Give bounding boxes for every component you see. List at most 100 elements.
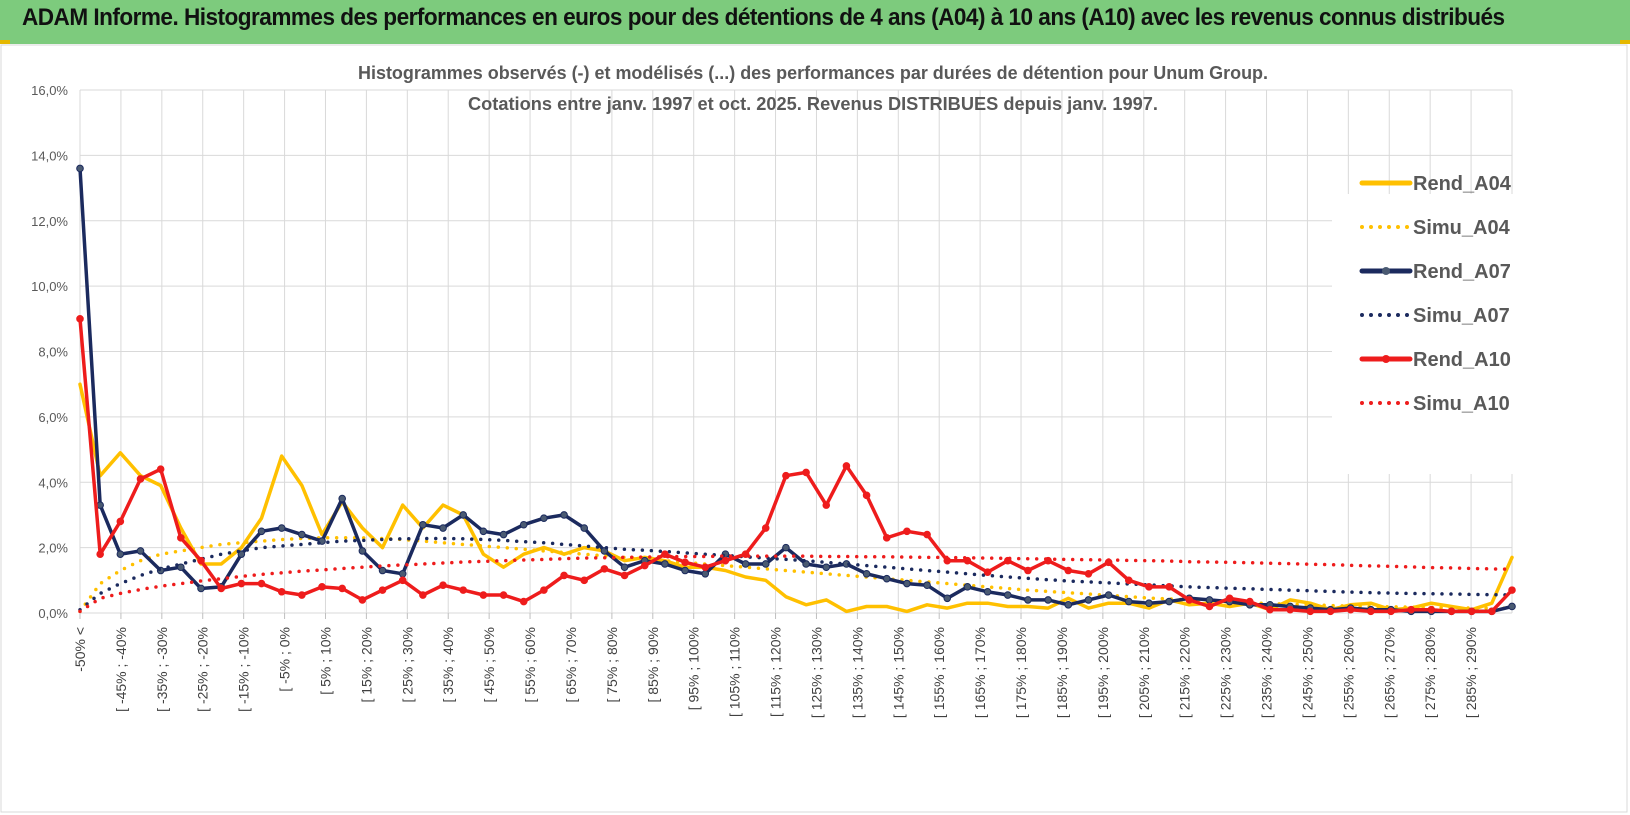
data-point <box>640 561 649 570</box>
x-tick-label: [ 105% ; 110% <box>727 627 743 717</box>
data-point <box>298 530 306 539</box>
data-point <box>1084 596 1093 604</box>
data-point <box>1266 605 1274 614</box>
x-tick-label: [ 75% ; 80% <box>604 627 620 703</box>
data-point <box>721 556 730 565</box>
data-point <box>277 524 286 532</box>
data-point <box>761 524 770 532</box>
x-tick-label: [ 5% ; 10% <box>317 627 333 695</box>
data-point <box>882 534 891 542</box>
data-point <box>1205 596 1214 604</box>
x-tick-label: [ 175% ; 180% <box>1013 627 1029 718</box>
data-point <box>802 560 810 568</box>
data-point <box>1064 601 1073 609</box>
data-point <box>560 571 568 580</box>
data-point <box>1427 605 1436 614</box>
series-simu-a04 <box>78 536 1514 614</box>
data-point <box>701 569 710 578</box>
series-rend-a10 <box>76 315 1516 616</box>
data-point <box>358 596 367 604</box>
x-tick-label: [ 55% ; 60% <box>522 627 538 703</box>
legend-label: Rend_A07 <box>1413 261 1511 283</box>
data-point <box>96 550 104 558</box>
series-simu-a10 <box>78 554 1514 614</box>
data-point <box>338 494 346 503</box>
data-point <box>1246 597 1254 606</box>
data-point <box>378 586 387 594</box>
data-point <box>76 164 84 173</box>
y-axis: 0,0% 2,0% 4,0% 6,0% 8,0% 10,0% 12,0% 14,0% 16,0% <box>31 83 68 621</box>
x-tick-label: [ -25% ; -20% <box>195 627 211 712</box>
data-point <box>580 524 589 532</box>
x-tick-label: [ 65% ; 70% <box>563 627 579 703</box>
report-title: ADAM Informe. Histogrammes des performan… <box>22 4 1505 31</box>
data-point <box>1367 607 1375 616</box>
data-point <box>136 547 145 555</box>
data-point <box>782 471 790 480</box>
data-point <box>136 475 145 483</box>
legend-label: Rend_A04 <box>1413 173 1512 195</box>
data-point <box>1024 596 1032 604</box>
data-point <box>1306 607 1315 616</box>
data-point <box>177 563 185 572</box>
x-tick-label: [ -5% ; 0% <box>277 627 293 692</box>
data-point <box>1346 605 1355 614</box>
data-point <box>519 520 528 529</box>
data-point <box>116 550 125 558</box>
data-point <box>580 576 589 585</box>
legend-label: Simu_A10 <box>1413 393 1510 415</box>
data-point <box>318 583 326 591</box>
data-point <box>338 584 346 593</box>
data-point <box>943 594 952 603</box>
data-point <box>499 530 508 539</box>
data-point <box>882 574 891 583</box>
data-point <box>761 560 770 568</box>
x-tick-label: [ -45% ; -40% <box>113 627 129 712</box>
data-point <box>479 527 488 536</box>
data-point <box>237 579 246 588</box>
data-point <box>802 468 810 477</box>
data-point <box>1508 586 1516 594</box>
data-point <box>620 563 629 572</box>
data-point <box>620 571 629 580</box>
data-point <box>1165 583 1173 591</box>
data-point <box>540 514 548 523</box>
x-tick-label: [ 145% ; 150% <box>890 627 906 718</box>
data-point <box>1387 607 1395 616</box>
series-group <box>76 164 1516 616</box>
data-point <box>923 581 931 590</box>
x-tick-label: [ 265% ; 270% <box>1381 627 1397 718</box>
data-point <box>116 517 125 526</box>
x-tick-label: [ 35% ; 40% <box>440 627 456 703</box>
data-point <box>1508 602 1516 611</box>
data-point <box>1124 597 1133 606</box>
data-point <box>519 597 528 606</box>
y-tick-label: 4,0% <box>38 475 68 490</box>
legend-label: Simu_A07 <box>1413 305 1510 327</box>
x-tick-label: [ 285% ; 290% <box>1463 627 1479 718</box>
data-point <box>1447 607 1456 616</box>
data-point <box>983 568 992 576</box>
data-point <box>419 591 427 599</box>
data-point <box>439 581 447 590</box>
series-simu-a07 <box>78 536 1514 612</box>
data-point <box>177 534 185 542</box>
banner-accent-left <box>0 40 10 44</box>
legend-label: Simu_A04 <box>1413 217 1511 239</box>
data-point <box>741 560 750 568</box>
data-point <box>1084 569 1093 578</box>
x-tick-label: [ 215% ; 220% <box>1177 627 1193 718</box>
data-point <box>257 527 266 536</box>
data-point <box>358 547 367 555</box>
x-tick-label: [ 115% ; 120% <box>768 627 784 717</box>
x-tick-label: [ -35% ; -30% <box>154 627 170 712</box>
x-axis: -50% < [ -45% ; -40% [ -35% ; -30% [ -25% ;… <box>72 613 1479 718</box>
y-tick-label: 6,0% <box>38 410 68 425</box>
data-point <box>600 565 609 573</box>
x-tick-label: [ 85% ; 90% <box>645 627 661 703</box>
data-point <box>681 558 689 567</box>
y-tick-label: 10,0% <box>31 279 68 294</box>
x-tick-label: [ 95% ; 100% <box>686 627 702 710</box>
data-point <box>963 583 972 591</box>
data-point <box>76 315 84 323</box>
